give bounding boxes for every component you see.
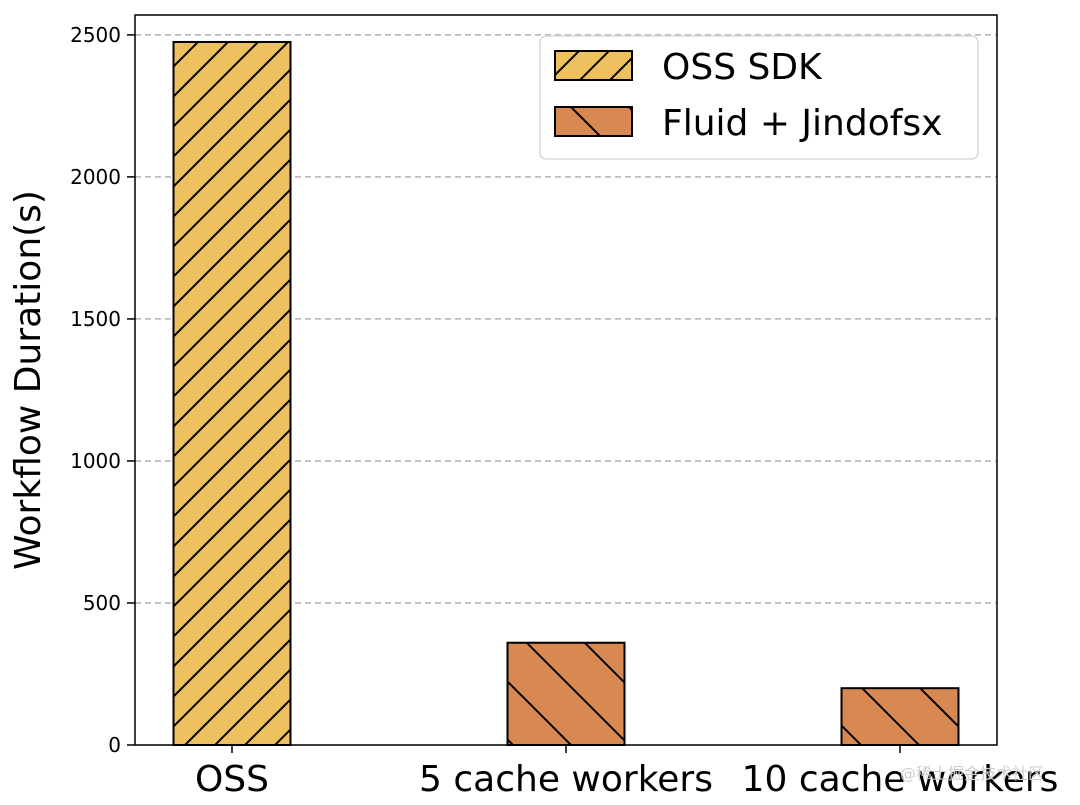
watermark-text: @稀土掘金技术社区 bbox=[900, 764, 1045, 783]
x-tick-label: 5 cache workers bbox=[419, 759, 713, 800]
bar bbox=[172, 40, 292, 746]
y-tick-label: 500 bbox=[83, 591, 121, 615]
legend: OSS SDK Fluid + Jindofsx bbox=[539, 35, 979, 160]
axes bbox=[127, 14, 998, 753]
legend-box bbox=[539, 35, 979, 160]
x-tick-label: 10 cache workers bbox=[742, 759, 1059, 800]
plot-frame bbox=[134, 14, 998, 746]
y-tick-label: 1000 bbox=[70, 449, 121, 473]
bar bbox=[840, 687, 960, 747]
y-tick-label: 0 bbox=[108, 733, 121, 757]
legend-swatch bbox=[554, 50, 633, 81]
x-tick-label: OSS bbox=[195, 759, 269, 800]
y-axis-label: Workflow Duration(s) bbox=[8, 190, 49, 570]
legend-swatch bbox=[554, 106, 633, 137]
bar bbox=[506, 641, 626, 746]
legend-label: OSS SDK bbox=[662, 47, 823, 88]
y-tick-label: 2000 bbox=[70, 165, 121, 189]
y-tick-label: 1500 bbox=[70, 307, 121, 331]
legend-label: Fluid + Jindofsx bbox=[662, 103, 942, 144]
y-tick-label: 2500 bbox=[70, 23, 121, 47]
bars bbox=[172, 40, 960, 747]
tick-labels: 0 500 1000 1500 2000 2500 OSS 5 cache workers 10… bbox=[70, 23, 1058, 800]
